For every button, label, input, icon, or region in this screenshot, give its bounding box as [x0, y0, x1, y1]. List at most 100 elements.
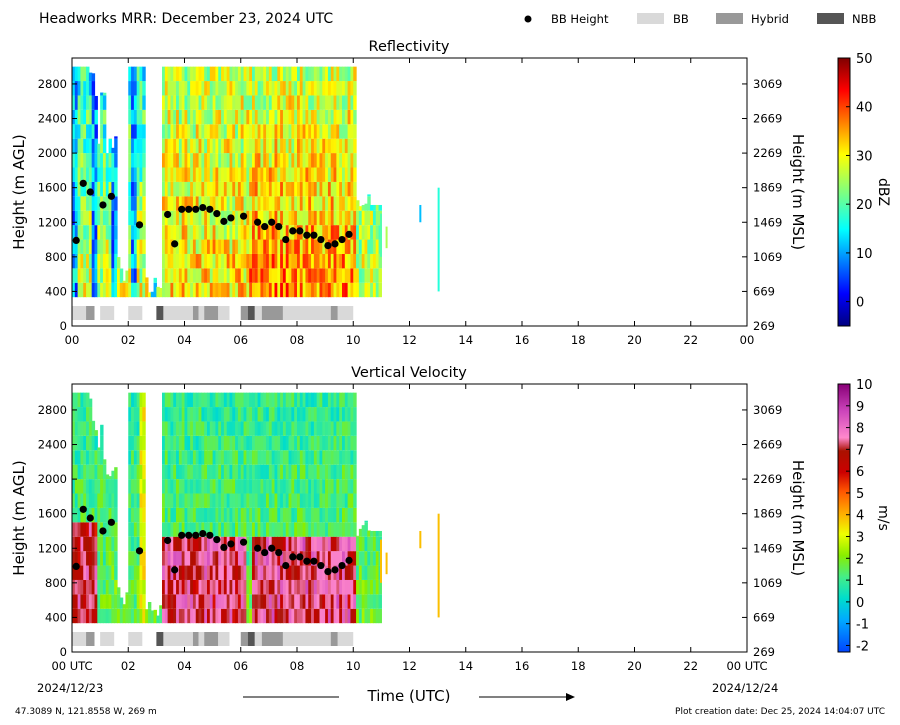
field-cell — [176, 282, 180, 298]
field-cell — [74, 124, 79, 139]
field-cell — [114, 493, 118, 508]
field-cell — [91, 435, 96, 451]
field-cell — [367, 530, 371, 537]
field-cell — [254, 167, 259, 182]
field-cell — [291, 522, 295, 537]
field-cell — [83, 493, 87, 508]
field-cell — [111, 167, 115, 182]
field-cell — [100, 153, 104, 168]
field-cell — [280, 66, 284, 82]
field-cell — [294, 608, 298, 624]
field-cell — [181, 522, 186, 537]
field-cell — [86, 594, 90, 609]
field-cell — [207, 493, 211, 508]
field-cell — [277, 579, 281, 595]
field-cell — [215, 282, 219, 298]
field-cell — [237, 253, 242, 269]
site-coordinates: 47.3089 N, 121.8558 W, 269 m — [15, 707, 157, 717]
field-cell — [133, 421, 138, 436]
field-cell — [257, 522, 262, 537]
field-cell — [361, 205, 366, 211]
field-cell — [223, 124, 228, 139]
field-cell — [350, 210, 354, 226]
field-cell — [364, 608, 368, 624]
field-cell — [105, 479, 110, 494]
field-cell — [74, 81, 79, 96]
field-cell — [164, 239, 169, 254]
field-cell — [344, 594, 349, 609]
field-cell — [167, 392, 172, 408]
field-cell — [277, 239, 281, 254]
field-cell — [86, 392, 90, 408]
field-cell — [136, 551, 141, 566]
field-cell — [80, 608, 84, 624]
field-cell — [336, 153, 340, 168]
field-cell — [282, 493, 287, 508]
field-cell — [305, 167, 309, 182]
field-cell — [128, 594, 132, 609]
field-cell — [133, 253, 138, 269]
field-cell — [167, 464, 172, 480]
x-tick-label: 16 — [515, 333, 530, 347]
field-cell — [268, 253, 273, 269]
field-cell — [339, 196, 343, 211]
field-cell — [145, 609, 149, 624]
field-cell — [195, 421, 200, 436]
field-cell — [302, 225, 307, 240]
field-cell — [184, 138, 188, 154]
field-cell — [198, 167, 202, 182]
field-cell — [268, 579, 273, 595]
bb-type-segment — [282, 306, 331, 320]
field-cell — [372, 565, 377, 580]
field-cell — [162, 210, 166, 226]
field-cell — [311, 407, 315, 422]
field-cell — [344, 167, 349, 182]
field-cell — [218, 81, 222, 96]
field-cell — [327, 196, 332, 211]
field-cell — [364, 239, 368, 254]
field-cell — [240, 282, 245, 298]
field-cell — [347, 392, 352, 408]
field-cell — [285, 522, 290, 537]
field-cell — [260, 109, 264, 125]
field-cell — [128, 124, 132, 139]
field-cell — [299, 138, 304, 154]
field-cell — [100, 210, 104, 226]
field-cell — [274, 196, 278, 211]
field-cell — [77, 479, 82, 494]
field-cell — [252, 551, 256, 566]
field-cell — [232, 407, 236, 422]
field-cell — [327, 268, 332, 283]
field-cell — [294, 196, 298, 211]
field-cell — [370, 530, 374, 537]
field-cell — [302, 181, 307, 197]
field-cell — [237, 268, 242, 283]
field-cell — [350, 594, 354, 609]
field-cell — [198, 464, 202, 480]
field-cell — [232, 167, 236, 182]
field-cell — [347, 66, 352, 82]
field-cell — [131, 81, 135, 96]
field-cell — [226, 225, 231, 240]
field-cell — [322, 181, 326, 197]
field-cell — [102, 551, 107, 566]
field-cell — [195, 210, 200, 226]
field-cell — [192, 138, 197, 154]
field-cell — [128, 196, 132, 211]
field-cell — [316, 450, 321, 465]
field-cell — [187, 66, 191, 82]
field-cell — [142, 124, 146, 139]
field-cell — [243, 493, 247, 508]
field-cell — [229, 253, 233, 269]
field-cell — [209, 253, 214, 269]
field-cell — [240, 95, 245, 110]
field-cell — [131, 551, 135, 566]
field-cell — [72, 66, 76, 82]
field-cell — [128, 522, 132, 537]
field-cell — [94, 196, 98, 211]
field-cell — [319, 225, 323, 240]
field-cell — [299, 153, 304, 168]
field-cell — [105, 551, 110, 566]
field-cell — [181, 493, 186, 508]
field-cell — [128, 565, 132, 580]
